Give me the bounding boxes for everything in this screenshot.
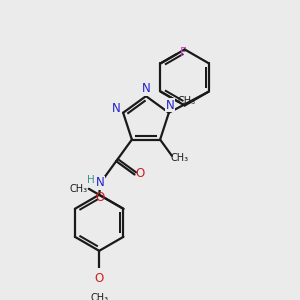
- Text: CH₃: CH₃: [171, 154, 189, 164]
- Text: N: N: [112, 102, 121, 115]
- Text: H: H: [87, 175, 95, 184]
- Text: O: O: [94, 272, 104, 285]
- Text: F: F: [180, 46, 187, 59]
- Text: O: O: [135, 167, 145, 180]
- Text: CH₃: CH₃: [177, 97, 195, 106]
- Text: N: N: [96, 176, 105, 189]
- Text: N: N: [142, 82, 150, 95]
- Text: O: O: [96, 191, 105, 204]
- Text: CH₃: CH₃: [70, 184, 88, 194]
- Text: CH₃: CH₃: [90, 292, 108, 300]
- Text: N: N: [166, 99, 175, 112]
